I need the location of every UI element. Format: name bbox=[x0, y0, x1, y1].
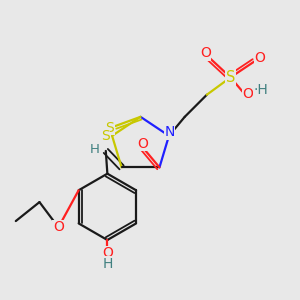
Text: N: N bbox=[164, 125, 175, 139]
Text: O: O bbox=[242, 87, 253, 101]
Text: S: S bbox=[105, 121, 114, 135]
Text: S: S bbox=[226, 70, 235, 85]
Text: H: H bbox=[90, 143, 100, 156]
Text: O: O bbox=[138, 137, 148, 151]
Text: O: O bbox=[200, 46, 211, 60]
Text: O: O bbox=[53, 220, 64, 234]
Text: O: O bbox=[254, 51, 265, 65]
Text: H: H bbox=[102, 257, 112, 271]
Text: ·H: ·H bbox=[254, 83, 268, 97]
Text: O: O bbox=[102, 246, 113, 260]
Text: S: S bbox=[101, 129, 110, 143]
